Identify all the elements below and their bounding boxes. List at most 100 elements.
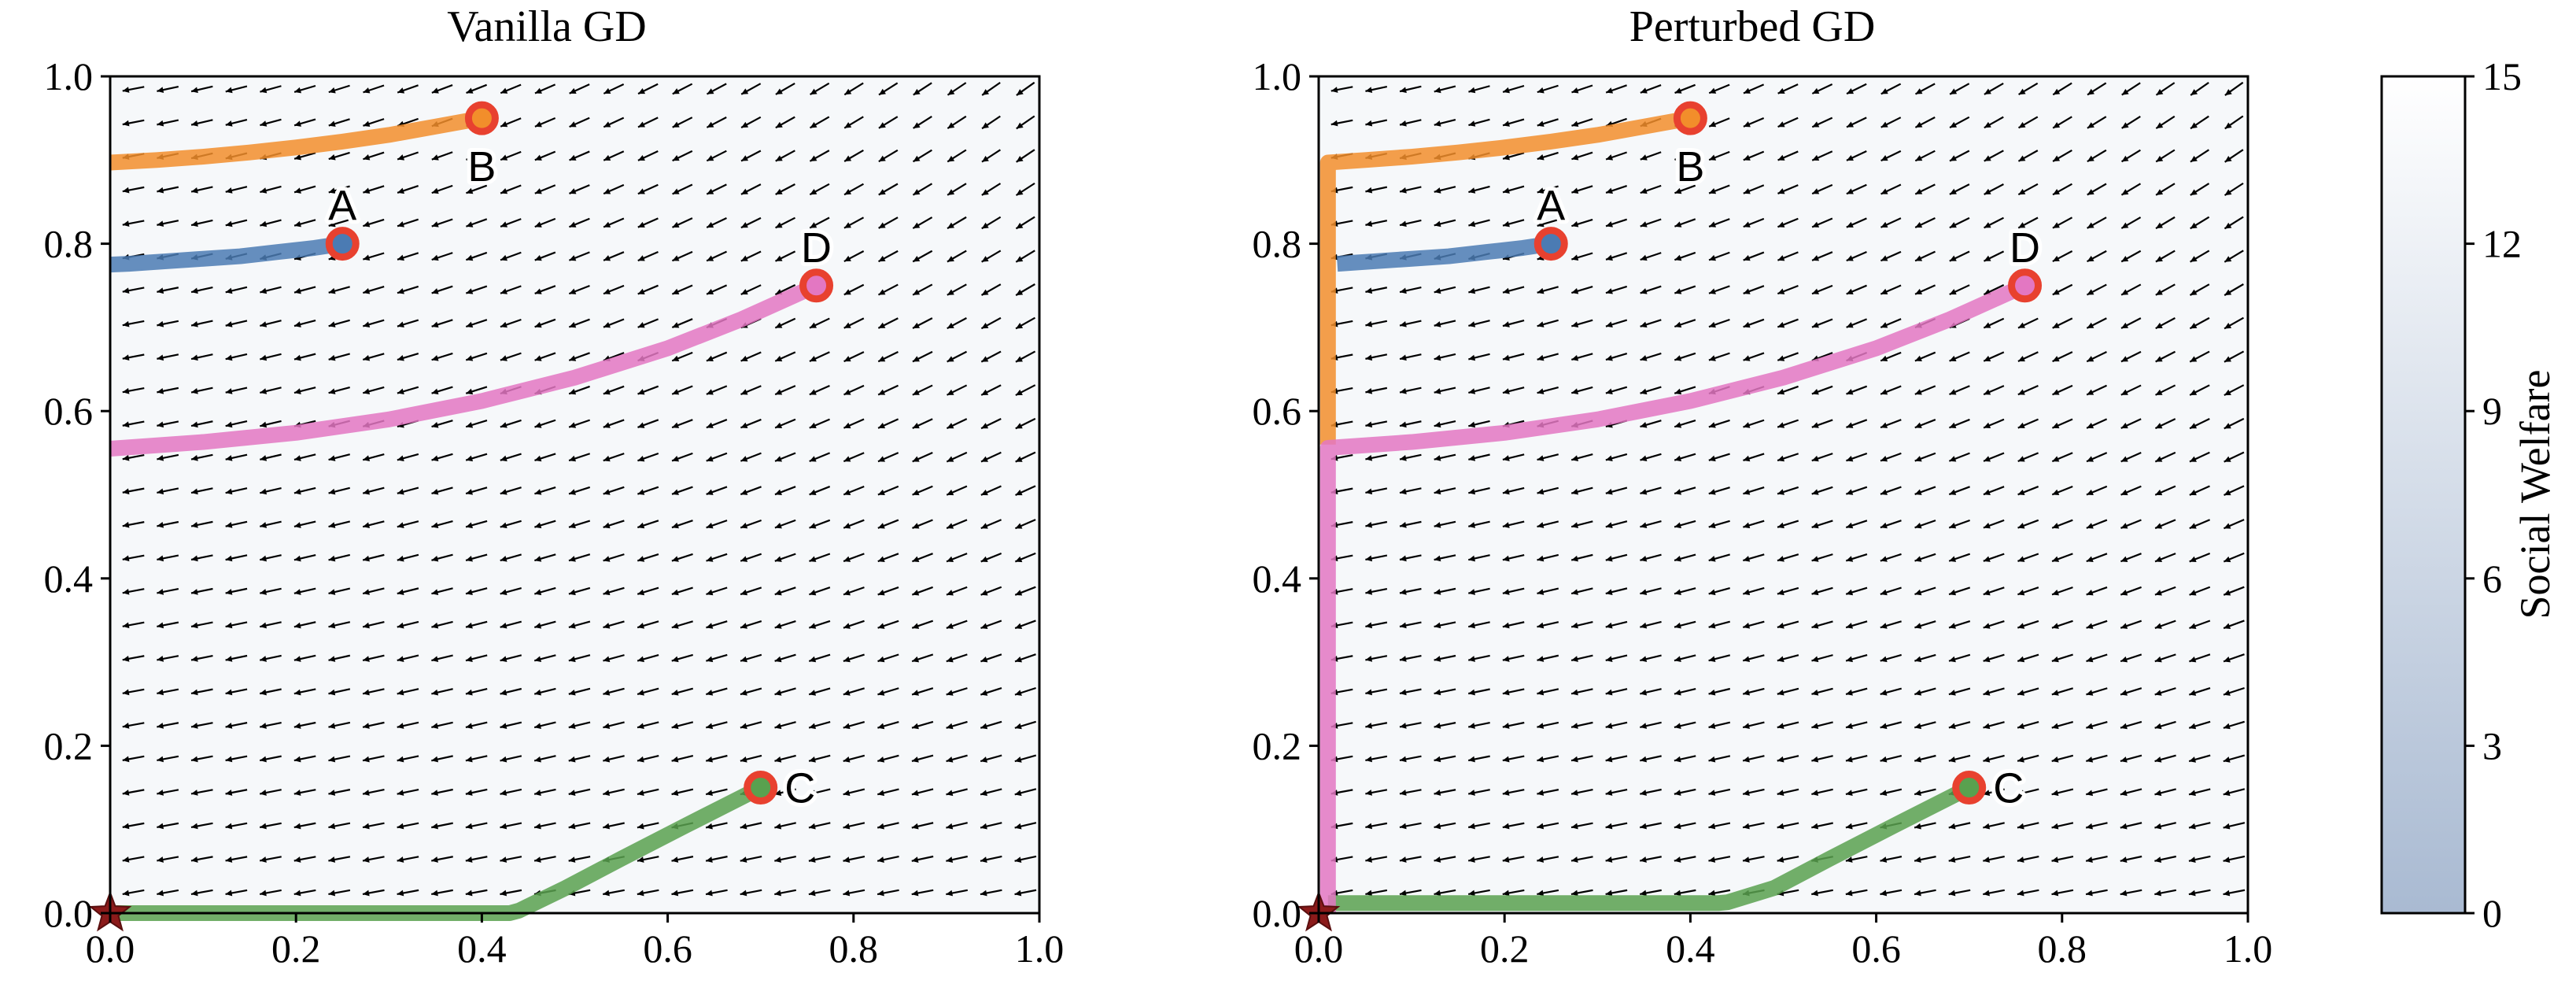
quiver-arrow xyxy=(706,117,727,128)
quiver-arrow xyxy=(1983,788,2005,797)
quiver-arrow xyxy=(1674,688,1696,696)
quiver-arrow xyxy=(157,621,179,629)
quiver-arrow xyxy=(259,789,282,796)
quiver-arrow xyxy=(2087,250,2107,263)
quiver-arrow xyxy=(740,721,762,730)
quiver-arrow xyxy=(1502,185,1525,194)
quiver-arrow xyxy=(1640,453,1662,462)
quiver-arrow xyxy=(500,285,522,294)
quiver-arrow xyxy=(2188,754,2211,763)
quiver-arrow xyxy=(946,620,968,629)
quiver-arrow xyxy=(740,284,762,295)
quiver-arrow xyxy=(1468,118,1490,127)
quiver-arrow xyxy=(877,485,899,496)
quiver-arrow xyxy=(877,317,899,329)
quiver-arrow xyxy=(912,250,933,263)
quiver-arrow xyxy=(465,285,488,294)
quiver-arrow xyxy=(328,185,350,194)
quiver-arrow xyxy=(946,720,968,730)
quiver-arrow xyxy=(672,183,693,195)
quiver-arrow xyxy=(260,420,282,428)
quiver-arrow xyxy=(2188,889,2211,897)
quiver-arrow xyxy=(1014,586,1036,596)
quiver-arrow xyxy=(947,250,967,263)
quiver-arrow xyxy=(1605,218,1628,227)
quiver-arrow xyxy=(328,822,351,830)
quiver-arrow xyxy=(946,519,968,530)
quiver-arrow xyxy=(1434,587,1456,595)
quiver-arrow xyxy=(1014,822,1037,830)
quiver-arrow xyxy=(225,789,248,796)
quiver-arrow xyxy=(534,486,556,495)
quiver-arrow xyxy=(1914,183,1936,195)
x-tick-label: 0.8 xyxy=(2038,927,2087,971)
quiver-arrow xyxy=(293,654,316,662)
quiver-arrow xyxy=(568,520,591,529)
quiver-arrow xyxy=(1365,453,1388,461)
quiver-arrow xyxy=(1880,117,1902,128)
quiver-arrow xyxy=(2086,350,2107,363)
quiver-arrow xyxy=(1777,385,1799,395)
quiver-arrow xyxy=(1640,151,1662,161)
quiver-arrow xyxy=(1015,216,1035,230)
quiver-arrow xyxy=(2224,283,2244,297)
quiver-arrow xyxy=(809,150,830,162)
quiver-arrow xyxy=(1502,520,1525,528)
quiver-arrow xyxy=(363,218,385,227)
quiver-arrow xyxy=(1640,84,1662,94)
quiver-arrow xyxy=(1983,620,2005,629)
quiver-arrow xyxy=(122,287,145,294)
quiver-arrow xyxy=(1880,586,1902,596)
quiver-arrow xyxy=(2017,855,2039,863)
quiver-arrow xyxy=(431,319,453,328)
quiver-arrow xyxy=(1983,754,2005,763)
quiver-arrow xyxy=(122,387,145,394)
quiver-arrow xyxy=(603,520,625,529)
quiver-arrow xyxy=(603,419,625,428)
quiver-arrow xyxy=(466,251,488,261)
quiver-arrow xyxy=(1674,620,1696,629)
quiver-arrow xyxy=(1949,116,1970,129)
quiver-arrow xyxy=(157,755,179,763)
quiver-arrow xyxy=(843,687,865,696)
quiver-arrow xyxy=(1674,721,1696,729)
colorbar-tick-label: 15 xyxy=(2482,54,2522,98)
quiver-arrow xyxy=(877,687,899,696)
quiver-arrow xyxy=(911,620,934,629)
quiver-arrow xyxy=(1014,686,1036,696)
quiver-arrow xyxy=(740,822,762,830)
quiver-arrow xyxy=(877,788,899,797)
quiver-arrow xyxy=(946,418,968,430)
quiver-arrow xyxy=(1983,653,2005,663)
quiver-arrow xyxy=(1674,151,1696,161)
quiver-arrow xyxy=(122,755,145,763)
quiver-arrow xyxy=(225,822,248,830)
quiver-arrow xyxy=(1708,318,1730,328)
quiver-arrow xyxy=(740,418,762,429)
quiver-arrow xyxy=(260,453,282,461)
quiver-arrow xyxy=(362,486,385,495)
y-tick-label: 0.8 xyxy=(1253,222,1302,266)
quiver-arrow xyxy=(2155,283,2176,296)
quiver-arrow xyxy=(1537,520,1559,528)
quiver-arrow xyxy=(2051,754,2074,763)
quiver-arrow xyxy=(877,653,899,663)
quiver-arrow xyxy=(947,115,967,130)
quiver-arrow xyxy=(1914,856,1936,863)
quiver-arrow xyxy=(1708,83,1730,94)
quiver-arrow xyxy=(2017,754,2039,763)
quiver-arrow xyxy=(1880,183,1902,195)
quiver-arrow xyxy=(809,486,831,496)
x-tick-label: 0.2 xyxy=(271,927,321,971)
start-point-A xyxy=(325,227,360,261)
quiver-arrow xyxy=(637,183,659,195)
quiver-arrow xyxy=(260,353,282,361)
quiver-arrow xyxy=(1811,486,1833,495)
quiver-arrow xyxy=(843,384,865,396)
quiver-arrow xyxy=(980,418,1002,430)
quiver-arrow xyxy=(2155,317,2176,330)
quiver-arrow xyxy=(466,218,488,227)
quiver-arrow xyxy=(2017,822,2039,830)
quiver-arrow xyxy=(1399,453,1422,461)
quiver-arrow xyxy=(1399,889,1422,897)
